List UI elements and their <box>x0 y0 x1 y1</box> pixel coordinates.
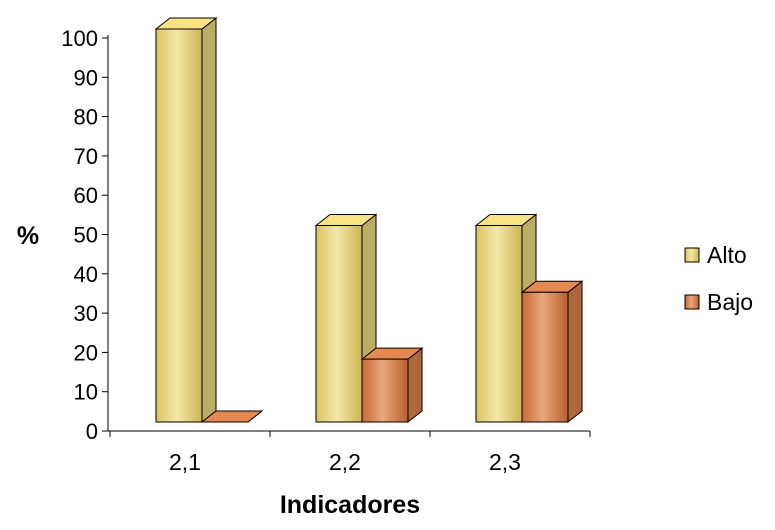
y-tick-label: 70 <box>74 144 98 169</box>
y-tick-label: 80 <box>74 105 98 130</box>
x-tick-label: 2,2 <box>329 449 361 475</box>
y-tick-label: 20 <box>74 340 98 365</box>
bar-front-face <box>475 225 523 423</box>
y-tick-label: 90 <box>74 65 98 90</box>
y-tick-label: 10 <box>74 380 98 405</box>
bar-top-face <box>200 410 264 423</box>
bar-front-face <box>521 291 569 423</box>
bars <box>154 16 584 424</box>
bar-front-face <box>315 225 363 423</box>
y-ticks: 0 10 20 30 40 50 60 70 80 90 100 <box>61 26 108 444</box>
bar-alto-1 <box>154 16 218 424</box>
bar-bajo-2 <box>360 347 424 424</box>
bar-bajo-3 <box>520 280 584 424</box>
x-tick-label: 2,3 <box>489 449 521 475</box>
y-tick-label: 100 <box>61 26 98 51</box>
x-tick-label: 2,1 <box>169 449 201 475</box>
x-axis-title: Indicadores <box>280 491 420 519</box>
bar-side-face <box>201 16 217 424</box>
bar-front-face <box>361 358 409 423</box>
legend-swatch-alto <box>684 247 700 263</box>
axes <box>107 35 590 432</box>
legend-label-alto: Alto <box>707 242 747 268</box>
bar-side-face <box>567 280 583 424</box>
legend: Alto Bajo <box>684 242 753 315</box>
y-tick-label: 60 <box>74 183 98 208</box>
x-ticks: 2,1 2,2 2,3 <box>109 431 591 475</box>
legend-label-bajo: Bajo <box>707 289 753 315</box>
legend-swatch-bajo <box>684 294 700 310</box>
bar-side-face <box>407 347 423 424</box>
y-tick-label: 40 <box>74 262 98 287</box>
y-tick-label: 30 <box>74 301 98 326</box>
bar-bajo-1 <box>200 410 264 423</box>
bar-front-face <box>155 28 203 423</box>
y-axis-title: % <box>17 222 39 250</box>
y-tick-label: 50 <box>74 223 98 248</box>
y-tick-label: 0 <box>86 419 98 444</box>
